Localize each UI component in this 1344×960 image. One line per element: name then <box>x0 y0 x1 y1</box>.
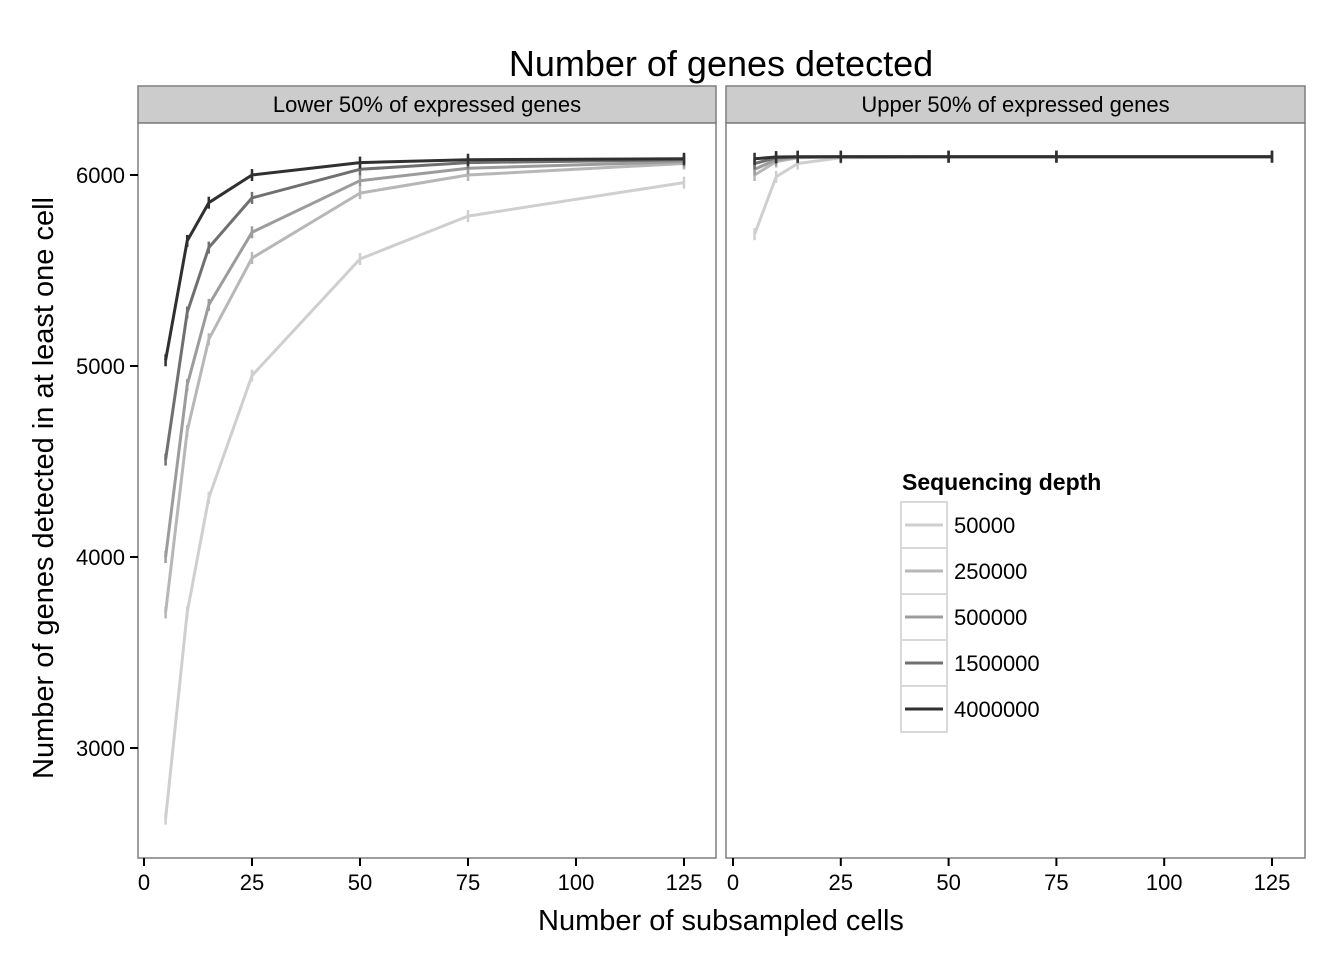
y-tick-label: 5000 <box>76 354 125 379</box>
facet-strip-label: Lower 50% of expressed genes <box>273 92 581 117</box>
x-tick-label: 125 <box>666 870 703 895</box>
plot-area <box>725 122 1306 859</box>
facet-strip <box>137 85 717 124</box>
x-tick-label: 25 <box>829 870 853 895</box>
legend: Sequencing depth 50000 250000 500000 1500000… <box>900 469 1101 733</box>
legend-label: 250000 <box>954 559 1027 584</box>
x-tick-label: 50 <box>348 870 372 895</box>
panels: Lower 50% of expressed genes 0 25 50 75 100 12… <box>76 85 1306 895</box>
facet-strip-label: Upper 50% of expressed genes <box>861 92 1169 117</box>
legend-label: 500000 <box>954 605 1027 630</box>
legend-label: 1500000 <box>954 651 1040 676</box>
panel-2: Upper 50% of expressed genes 0 25 50 75 100 12… <box>725 85 1306 895</box>
x-tick-label: 100 <box>558 870 595 895</box>
facet-strip <box>725 85 1306 124</box>
y-tick-label: 6000 <box>76 163 125 188</box>
y-tick-label: 4000 <box>76 545 125 570</box>
x-tick-label: 0 <box>138 870 150 895</box>
panel-1: Lower 50% of expressed genes 0 25 50 75 100 12… <box>76 85 717 895</box>
legend-item: 1500000 <box>900 639 1040 687</box>
y-tick-label: 3000 <box>76 736 125 761</box>
legend-title: Sequencing depth <box>902 469 1101 495</box>
x-tick-label: 0 <box>727 870 739 895</box>
plot-area <box>137 122 717 859</box>
x-tick-label: 125 <box>1254 870 1291 895</box>
legend-item: 50000 <box>900 501 1015 549</box>
y-axis-label: Number of genes detected in at least one… <box>28 197 60 779</box>
x-tick-label: 25 <box>240 870 264 895</box>
x-tick-label: 75 <box>456 870 480 895</box>
legend-label: 4000000 <box>954 697 1040 722</box>
chart-title: Number of genes detected <box>509 43 933 84</box>
x-axis-label: Number of subsampled cells <box>538 905 904 937</box>
legend-item: 500000 <box>900 593 1027 641</box>
x-tick-label: 75 <box>1044 870 1068 895</box>
x-tick-label: 50 <box>936 870 960 895</box>
legend-label: 50000 <box>954 513 1015 538</box>
legend-item: 4000000 <box>900 685 1040 733</box>
x-tick-label: 100 <box>1146 870 1183 895</box>
